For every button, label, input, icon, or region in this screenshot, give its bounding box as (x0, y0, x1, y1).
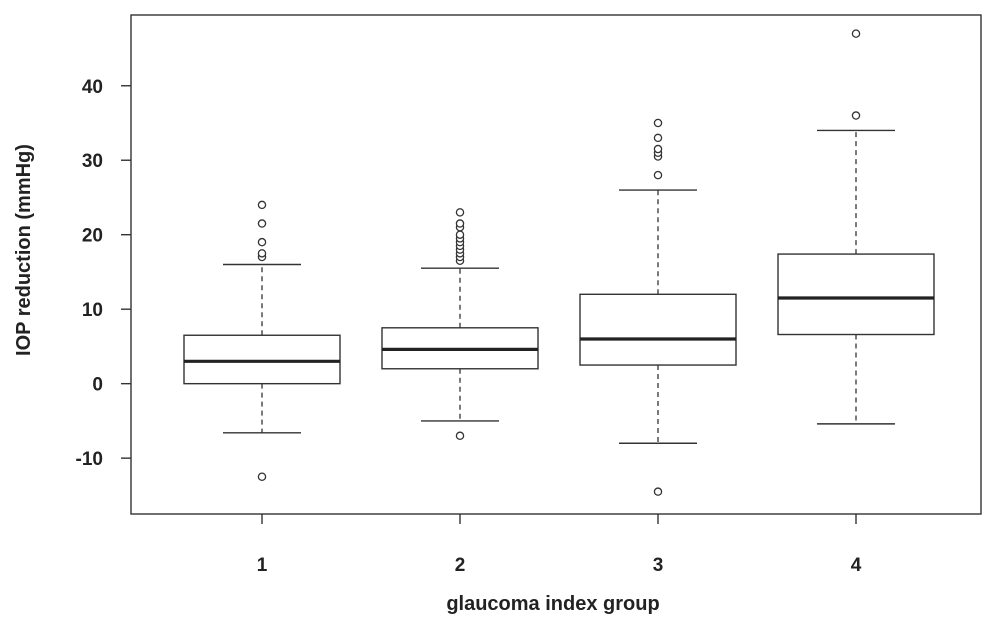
interquartile-box (777, 253, 935, 336)
y-tick-label: 10 (82, 300, 103, 321)
outlier-point (653, 170, 663, 180)
box-group-2 (381, 208, 539, 441)
y-axis-title: IOP reduction (mmHg) (13, 144, 35, 356)
box-group-4 (777, 29, 935, 425)
outlier-point (851, 29, 861, 38)
box-series (183, 29, 935, 496)
interquartile-box (579, 293, 737, 366)
outlier-point (455, 230, 465, 239)
box-group-3 (579, 118, 737, 496)
y-tick-label: 20 (82, 226, 103, 247)
y-tick-label: 30 (82, 151, 103, 172)
outlier-point (653, 487, 663, 496)
outlier-point (257, 249, 267, 258)
x-tick-label: 1 (257, 555, 268, 576)
y-axis: -10 0 10 20 30 40 (76, 77, 131, 470)
box-group-1 (183, 200, 341, 482)
x-axis-title: glaucoma index group (446, 593, 659, 615)
outlier-point (455, 208, 465, 217)
x-axis: 1 2 3 4 (257, 514, 862, 576)
x-tick-label: 4 (851, 555, 862, 576)
outlier-point (653, 144, 663, 154)
plot-frame (130, 14, 982, 515)
outlier-point (653, 118, 663, 128)
interquartile-box (183, 334, 341, 385)
outlier-point (257, 237, 267, 247)
outlier-point (257, 219, 267, 228)
x-tick-label: 2 (455, 555, 466, 576)
x-tick-label: 3 (653, 555, 664, 576)
outlier-point (455, 431, 465, 441)
outlier-point (851, 111, 861, 120)
outlier-point (455, 219, 465, 228)
y-tick-label: -10 (76, 449, 103, 470)
outlier-point (257, 200, 267, 210)
y-tick-label: 40 (82, 77, 103, 98)
outlier-point (653, 133, 663, 143)
outlier-point (257, 472, 267, 482)
y-tick-label: 0 (92, 375, 103, 396)
